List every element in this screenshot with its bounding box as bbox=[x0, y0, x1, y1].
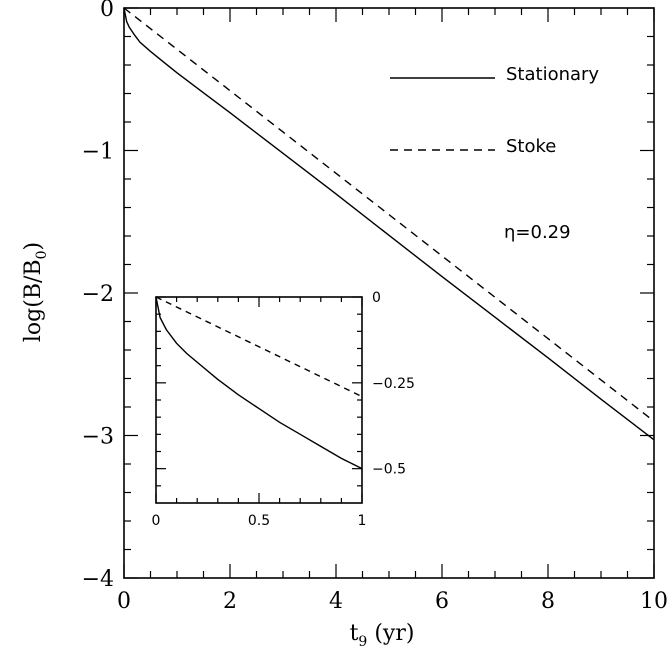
y-tick-label: −4 bbox=[82, 567, 114, 592]
inset-series-line-stationary bbox=[155, 296, 363, 470]
inset-axis-ticks bbox=[155, 296, 363, 503]
x-tick-label: 10 bbox=[640, 589, 668, 614]
main-tick-labels: 0 2 4 6 8 100−1−2−3−4 bbox=[82, 0, 668, 614]
x-tick-label: 6 bbox=[435, 589, 449, 614]
main-axis-ticks bbox=[123, 7, 655, 579]
legend-label-stationary: Stationary bbox=[506, 64, 599, 85]
x-axis-title: t9 (yr) bbox=[350, 621, 415, 650]
legend: Stationary Stoke bbox=[390, 64, 599, 157]
x-tick-label: 8 bbox=[541, 589, 555, 614]
y-axis-title: log(B/B0) bbox=[21, 242, 50, 342]
series-line-stoke bbox=[123, 7, 655, 422]
inset-y-tick-label: −0.5 bbox=[372, 462, 406, 478]
y-tick-label: −3 bbox=[82, 425, 114, 450]
x-tick-label: 2 bbox=[223, 589, 237, 614]
inset-x-tick-label: 0 bbox=[152, 513, 161, 529]
y-tick-label: 0 bbox=[100, 0, 114, 22]
inset-x-tick-label: 1 bbox=[358, 513, 367, 529]
x-tick-label: 0 bbox=[117, 589, 131, 614]
inset-y-tick-label: −0.25 bbox=[372, 376, 415, 392]
inset-y-tick-label: 0 bbox=[372, 290, 381, 306]
inset-background bbox=[156, 297, 362, 503]
x-tick-label: 4 bbox=[329, 589, 343, 614]
inset-x-tick-label: 0.5 bbox=[248, 513, 270, 529]
inset-series-line-stoke bbox=[155, 296, 363, 398]
eta-annotation: η=0.29 bbox=[504, 222, 571, 243]
inset-tick-labels: 0 0.5 1 0 −0.25 −0.5 bbox=[152, 290, 415, 529]
series-line-stationary bbox=[123, 7, 655, 441]
legend-label-stoke: Stoke bbox=[506, 136, 556, 157]
inset-series-group bbox=[155, 296, 363, 470]
y-tick-label: −2 bbox=[82, 282, 114, 307]
y-tick-label: −1 bbox=[82, 140, 114, 165]
main-series-group bbox=[123, 7, 655, 441]
